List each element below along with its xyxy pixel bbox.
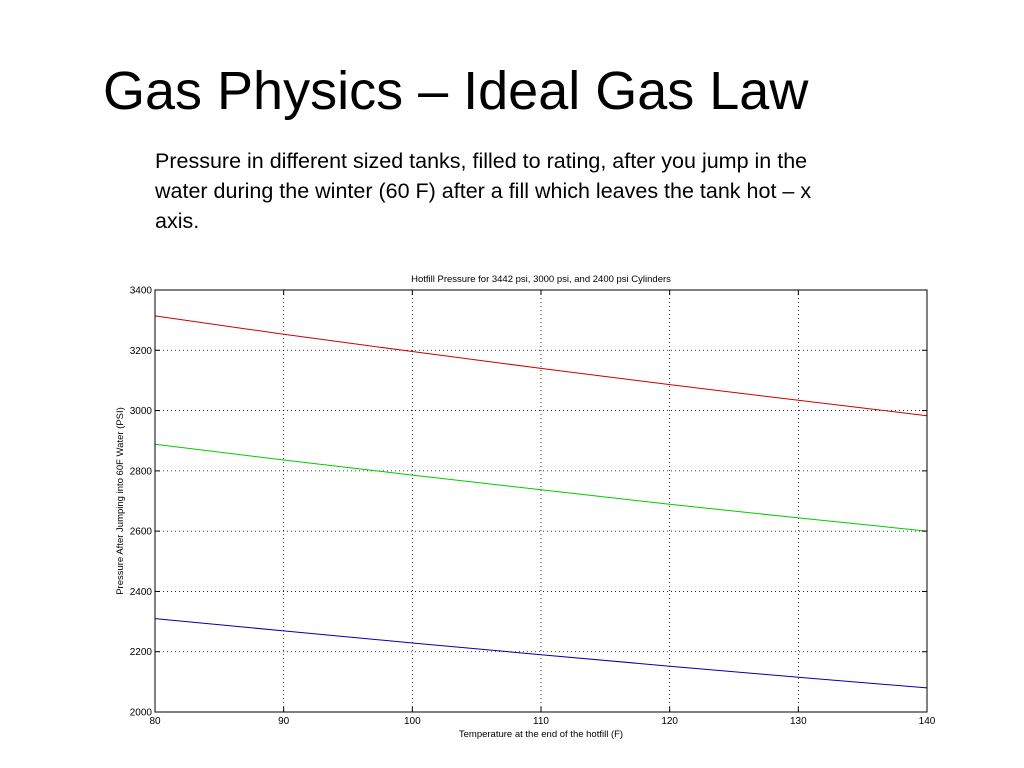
slide-title: Gas Physics – Ideal Gas Law xyxy=(103,61,809,121)
x-tick-label: 110 xyxy=(533,716,549,727)
ticks-layer: 80 90 100 110 120 130 140 2000 2200 2400 2600 2800 3… xyxy=(130,286,936,728)
series-line-1 xyxy=(154,315,928,417)
x-tick-label: 130 xyxy=(790,716,807,727)
y-tick-label: 2400 xyxy=(130,587,153,598)
series-layer xyxy=(154,315,928,689)
plot-area xyxy=(155,290,927,712)
x-tick-label: 120 xyxy=(661,716,678,727)
y-axis-title: Pressure After Jumping into 60F Water (P… xyxy=(115,407,126,595)
x-tick-label: 100 xyxy=(404,716,421,727)
series-line-2 xyxy=(154,443,928,532)
y-tick-label: 2600 xyxy=(130,527,153,538)
series-line-3 xyxy=(154,618,928,689)
grid-layer xyxy=(155,290,927,712)
x-tick-label: 140 xyxy=(919,716,936,727)
y-tick-label: 3000 xyxy=(130,406,153,417)
x-tick-label: 90 xyxy=(278,716,290,727)
chart-title: Hotfill Pressure for 3442 psi, 3000 psi,… xyxy=(411,274,671,285)
y-tick-label: 2000 xyxy=(130,708,153,719)
y-tick-label: 2800 xyxy=(130,466,153,477)
y-tick-label: 3200 xyxy=(130,346,153,357)
y-tick-label: 2200 xyxy=(130,647,153,658)
y-tick-label: 3400 xyxy=(130,286,153,297)
x-axis-title: Temperature at the end of the hotfill (F… xyxy=(459,729,623,740)
x-tick-label: 80 xyxy=(149,716,161,727)
slide-subtitle: Pressure in different sized tanks, fille… xyxy=(155,149,812,233)
